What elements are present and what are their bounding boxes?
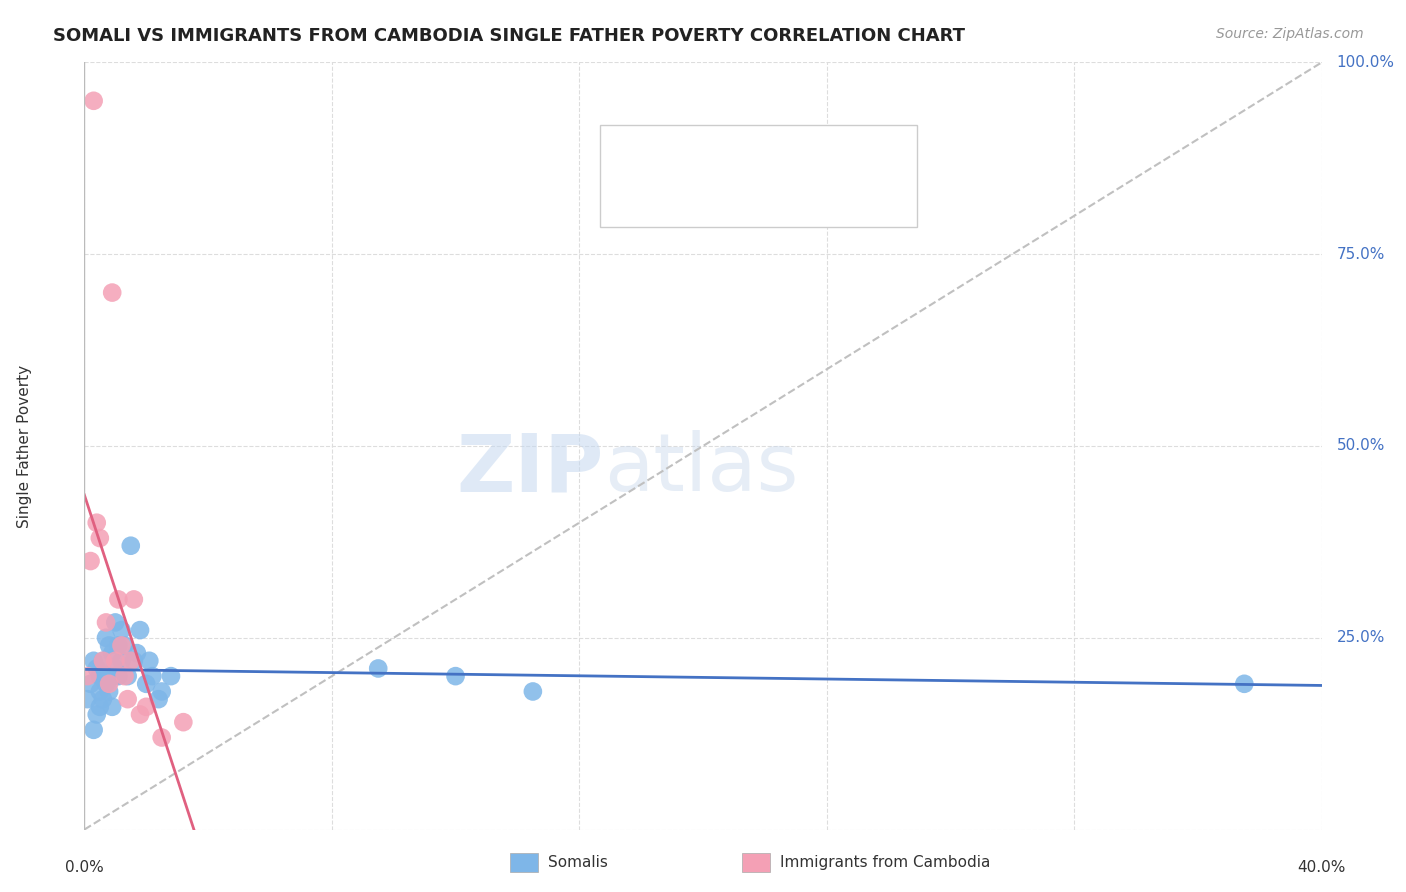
Point xyxy=(101,646,124,660)
Point xyxy=(135,677,157,691)
Text: SOMALI VS IMMIGRANTS FROM CAMBODIA SINGLE FATHER POVERTY CORRELATION CHART: SOMALI VS IMMIGRANTS FROM CAMBODIA SINGL… xyxy=(53,27,966,45)
Point xyxy=(129,623,152,637)
Point xyxy=(89,531,111,545)
Point xyxy=(104,661,127,675)
Bar xyxy=(509,853,538,872)
Point xyxy=(89,699,111,714)
Point xyxy=(522,684,544,698)
Text: R =: R = xyxy=(664,146,702,164)
Text: 0.298: 0.298 xyxy=(716,186,770,204)
Text: 75.0%: 75.0% xyxy=(1337,247,1385,261)
Point xyxy=(367,661,389,675)
Point xyxy=(104,654,127,668)
Point xyxy=(110,654,132,668)
Text: N =: N = xyxy=(787,146,825,164)
Point xyxy=(444,669,467,683)
Text: 50.0%: 50.0% xyxy=(1337,439,1385,453)
Text: Source: ZipAtlas.com: Source: ZipAtlas.com xyxy=(1216,27,1364,41)
Text: Somalis: Somalis xyxy=(548,855,609,870)
Point xyxy=(91,654,114,668)
Point xyxy=(122,654,145,668)
Point xyxy=(86,661,108,675)
Point xyxy=(86,707,108,722)
Text: Immigrants from Cambodia: Immigrants from Cambodia xyxy=(780,855,991,870)
Point xyxy=(135,699,157,714)
Point xyxy=(91,654,114,668)
Point xyxy=(101,699,124,714)
Text: 20: 20 xyxy=(835,186,860,204)
Point xyxy=(150,731,173,745)
Text: 25.0%: 25.0% xyxy=(1337,631,1385,645)
Point xyxy=(94,677,117,691)
Point xyxy=(98,684,121,698)
Point xyxy=(160,669,183,683)
Point xyxy=(79,554,101,568)
Text: 40.0%: 40.0% xyxy=(1298,860,1346,875)
Point xyxy=(83,94,105,108)
Point xyxy=(110,623,132,637)
Point xyxy=(104,669,127,683)
Point xyxy=(114,669,136,683)
Point xyxy=(89,669,111,683)
Text: N =: N = xyxy=(787,186,825,204)
Text: R =: R = xyxy=(664,186,702,204)
Point xyxy=(79,677,101,691)
Point xyxy=(120,654,142,668)
Point xyxy=(117,692,139,706)
Text: 100.0%: 100.0% xyxy=(1337,55,1395,70)
Point xyxy=(150,684,173,698)
Point xyxy=(86,516,108,530)
Text: 42: 42 xyxy=(835,146,860,164)
Point xyxy=(89,684,111,698)
Point xyxy=(94,631,117,645)
Point xyxy=(122,592,145,607)
Point xyxy=(94,615,117,630)
Point xyxy=(83,723,105,737)
Point xyxy=(172,715,194,730)
Text: Single Father Poverty: Single Father Poverty xyxy=(17,365,32,527)
Point xyxy=(141,669,163,683)
Point xyxy=(107,592,129,607)
Point xyxy=(76,669,98,683)
Point xyxy=(114,639,136,653)
Text: ZIP: ZIP xyxy=(457,430,605,508)
Bar xyxy=(619,143,652,169)
Text: 0.011: 0.011 xyxy=(716,146,770,164)
Text: 0.0%: 0.0% xyxy=(65,860,104,875)
Point xyxy=(117,669,139,683)
Point xyxy=(76,692,98,706)
Point xyxy=(125,646,148,660)
Point xyxy=(98,677,121,691)
Point xyxy=(83,654,105,668)
Point xyxy=(104,615,127,630)
Bar xyxy=(619,183,652,210)
Point xyxy=(91,669,114,683)
Bar xyxy=(742,853,770,872)
Point xyxy=(129,707,152,722)
Point xyxy=(98,639,121,653)
Point xyxy=(1233,677,1256,691)
Point xyxy=(110,639,132,653)
Point xyxy=(138,654,160,668)
Point xyxy=(91,692,114,706)
Text: atlas: atlas xyxy=(605,430,799,508)
Point xyxy=(120,539,142,553)
Point xyxy=(107,639,129,653)
Point xyxy=(107,669,129,683)
Point xyxy=(98,669,121,683)
Point xyxy=(148,692,170,706)
Point xyxy=(101,285,124,300)
